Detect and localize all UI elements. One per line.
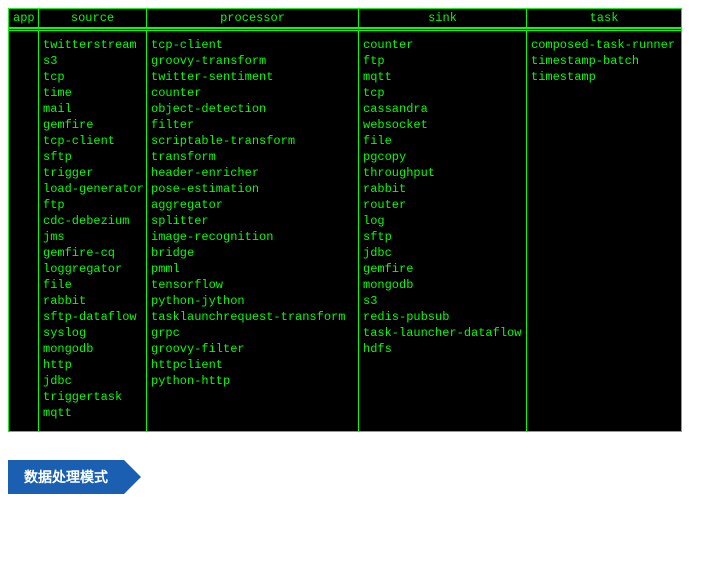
list-item: counter (151, 85, 354, 101)
list-item: tcp-client (43, 133, 142, 149)
list-item: trigger (43, 165, 142, 181)
list-item: jdbc (363, 245, 522, 261)
list-item: cdc-debezium (43, 213, 142, 229)
list-item: load-generator (43, 181, 142, 197)
list-item: grpc (151, 325, 354, 341)
list-item: composed-task-runner (531, 37, 677, 53)
list-item: tcp (363, 85, 522, 101)
list-item: rabbit (43, 293, 142, 309)
header-sink: sink (359, 9, 527, 27)
list-item: syslog (43, 325, 142, 341)
list-item: scriptable-transform (151, 133, 354, 149)
list-item: python-jython (151, 293, 354, 309)
list-item: gemfire-cq (43, 245, 142, 261)
list-item: counter (363, 37, 522, 53)
list-item: pgcopy (363, 149, 522, 165)
list-item: triggertask (43, 389, 142, 405)
list-item: mqtt (363, 69, 522, 85)
header-task: task (527, 9, 681, 27)
cell-processor: tcp-clientgroovy-transformtwitter-sentim… (147, 31, 359, 431)
section-badge-label: 数据处理模式 (24, 469, 108, 485)
list-item: twitter-sentiment (151, 69, 354, 85)
list-item: timestamp (531, 69, 677, 85)
list-item: image-recognition (151, 229, 354, 245)
list-item: aggregator (151, 197, 354, 213)
cell-source: twitterstreams3tcptimemailgemfiretcp-cli… (39, 31, 147, 431)
list-item: bridge (151, 245, 354, 261)
header-processor: processor (147, 9, 359, 27)
list-item: redis-pubsub (363, 309, 522, 325)
list-item: ftp (363, 53, 522, 69)
list-item: log (363, 213, 522, 229)
list-item: tasklaunchrequest-transform (151, 309, 354, 325)
section-badge-wrapper: 数据处理模式 (8, 460, 124, 494)
list-item: router (363, 197, 522, 213)
header-app: app (9, 9, 39, 27)
table-header-row: app source processor sink task (9, 9, 681, 28)
list-item: transform (151, 149, 354, 165)
list-item: timestamp-batch (531, 53, 677, 69)
list-item: file (43, 277, 142, 293)
list-item: splitter (151, 213, 354, 229)
header-source: source (39, 9, 147, 27)
list-item: gemfire (43, 117, 142, 133)
list-item: s3 (43, 53, 142, 69)
list-item: file (363, 133, 522, 149)
list-item: jms (43, 229, 142, 245)
list-item: header-enricher (151, 165, 354, 181)
list-item: task-launcher-dataflow (363, 325, 522, 341)
list-item: hdfs (363, 341, 522, 357)
list-item: time (43, 85, 142, 101)
list-item: rabbit (363, 181, 522, 197)
list-item: sftp (363, 229, 522, 245)
list-item: tcp-client (151, 37, 354, 53)
list-item: pose-estimation (151, 181, 354, 197)
list-item: tensorflow (151, 277, 354, 293)
list-item: pmml (151, 261, 354, 277)
list-item: s3 (363, 293, 522, 309)
list-item: twitterstream (43, 37, 142, 53)
list-item: mqtt (43, 405, 142, 421)
list-item: ftp (43, 197, 142, 213)
list-item: groovy-transform (151, 53, 354, 69)
app-registry-table: app source processor sink task twitterst… (8, 8, 682, 432)
list-item: websocket (363, 117, 522, 133)
list-item: mongodb (43, 341, 142, 357)
cell-task: composed-task-runnertimestamp-batchtimes… (527, 31, 681, 431)
list-item: mongodb (363, 277, 522, 293)
list-item: mail (43, 101, 142, 117)
list-item: sftp-dataflow (43, 309, 142, 325)
list-item: python-http (151, 373, 354, 389)
list-item: object-detection (151, 101, 354, 117)
list-item: httpclient (151, 357, 354, 373)
list-item: loggregator (43, 261, 142, 277)
section-badge: 数据处理模式 (8, 460, 124, 494)
list-item: groovy-filter (151, 341, 354, 357)
list-item: sftp (43, 149, 142, 165)
cell-app (9, 31, 39, 431)
list-item: filter (151, 117, 354, 133)
list-item: cassandra (363, 101, 522, 117)
list-item: http (43, 357, 142, 373)
list-item: throughput (363, 165, 522, 181)
table-body-row: twitterstreams3tcptimemailgemfiretcp-cli… (9, 28, 681, 431)
list-item: gemfire (363, 261, 522, 277)
list-item: jdbc (43, 373, 142, 389)
cell-sink: counterftpmqtttcpcassandrawebsocketfilep… (359, 31, 527, 431)
list-item: tcp (43, 69, 142, 85)
